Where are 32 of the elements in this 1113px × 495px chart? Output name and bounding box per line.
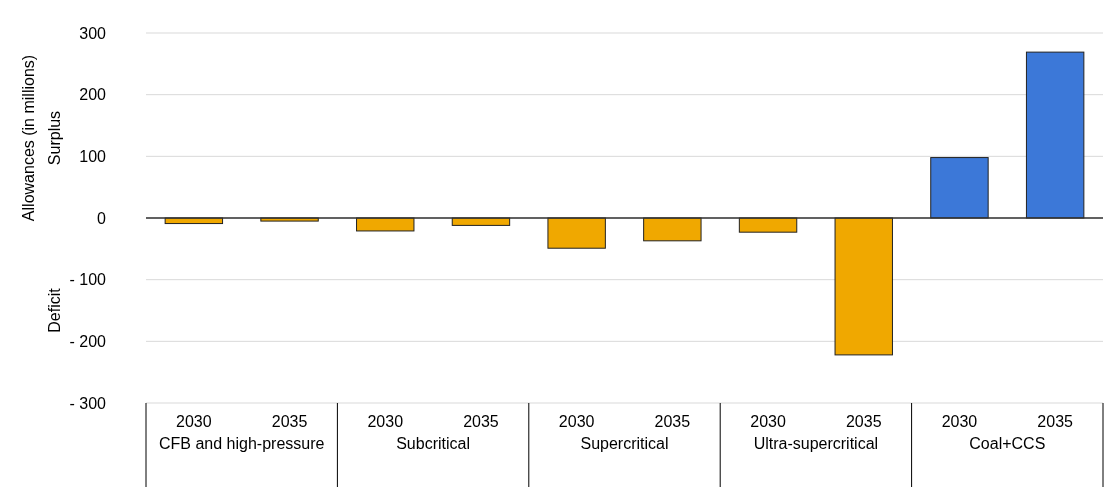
- y-axis-title: Allowances (in millions): [20, 54, 37, 222]
- text: Deficit: [46, 287, 63, 333]
- x-tick-label: 2035: [271, 413, 308, 430]
- bar: [930, 157, 989, 219]
- x-tick-label: 2035: [1037, 413, 1074, 430]
- bar: [738, 217, 798, 233]
- text: Subcritical: [396, 435, 471, 452]
- x-tick-label: 2030: [750, 413, 786, 430]
- bar: [643, 217, 702, 242]
- x-tick-label: 2035: [463, 413, 499, 430]
- y-tick-label: 200: [79, 86, 107, 104]
- text: Surplus: [46, 110, 63, 166]
- y-tick-label: - 100: [69, 271, 107, 289]
- x-tick-label: 2030: [558, 413, 595, 430]
- bar: [547, 217, 606, 249]
- text: CFB and high-pressure: [158, 435, 325, 452]
- x-tick-label: 2035: [845, 413, 882, 430]
- y-tick-label: 100: [79, 147, 107, 165]
- text: Supercritical: [580, 435, 669, 452]
- bar: [834, 217, 893, 356]
- text: Coal+CCS: [969, 435, 1046, 452]
- x-tick-label: 2030: [941, 413, 978, 430]
- x-tick-label: 2035: [654, 413, 691, 430]
- y-tick-label: - 200: [69, 332, 107, 350]
- text: Ultra-supercritical: [753, 435, 879, 452]
- y-tick-label: 0: [97, 209, 107, 227]
- y-tick-label: 300: [79, 24, 107, 42]
- x-tick-label: 2030: [176, 413, 212, 430]
- bar: [1025, 51, 1085, 219]
- y-tick-label: - 300: [69, 394, 107, 412]
- x-tick-label: 2030: [367, 413, 404, 430]
- bar: [356, 217, 415, 232]
